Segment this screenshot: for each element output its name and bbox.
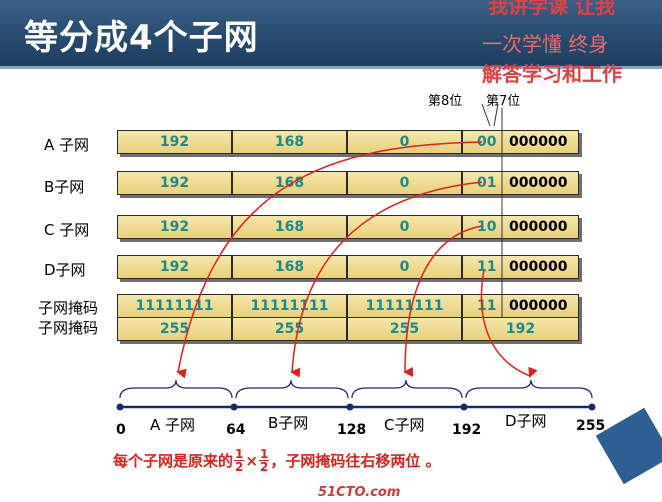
subnet-bits: 01 xyxy=(477,175,497,191)
octet-4: 11 000000 xyxy=(462,255,579,279)
segment-label-d: D子网 xyxy=(505,412,547,430)
subnet-bits: 10 xyxy=(477,219,497,235)
tick-192: 192 xyxy=(452,422,482,438)
tick-128: 128 xyxy=(337,422,367,438)
mask-octet-1: 11111111 xyxy=(117,294,232,318)
mask-octet-4: 11 000000 xyxy=(462,294,579,318)
subnet-row-d: 192 168 0 11 000000 xyxy=(117,255,579,279)
segment-label-a: A 子网 xyxy=(150,416,196,434)
fraction-1: 1 2 xyxy=(234,447,245,474)
mask-binary-label: 子网掩码 xyxy=(38,299,99,317)
bit7-header: 第7位 xyxy=(486,94,521,109)
octet-1: 192 xyxy=(117,215,232,239)
brace-a xyxy=(119,379,233,399)
row-label-d: D子网 xyxy=(44,261,86,279)
overlay-line-3: 解答学习和工作 xyxy=(482,62,622,86)
segment-label-c: C子网 xyxy=(384,416,425,434)
subnet-row-a: 192 168 0 00 000000 xyxy=(117,130,579,154)
mask-dec-octet-2: 255 xyxy=(232,317,347,341)
octet-2: 168 xyxy=(232,255,347,279)
octet-2: 168 xyxy=(232,215,347,239)
host-bits: 000000 xyxy=(509,134,568,150)
note-prefix: 每个子网是原来的 xyxy=(113,452,234,470)
octet-3: 0 xyxy=(347,171,462,195)
tick-0: 0 xyxy=(116,422,126,438)
axis-point-0 xyxy=(116,403,124,411)
explanation-note: 每个子网是原来的 1 2 × 1 2 ，子网掩码往右移两位 。 xyxy=(113,448,441,473)
mask-subnet-bits: 11 xyxy=(477,298,497,314)
octet-1: 192 xyxy=(117,255,232,279)
octet-4: 01 000000 xyxy=(462,171,579,195)
octet-1: 192 xyxy=(117,130,232,154)
segment-label-b: B子网 xyxy=(268,414,309,432)
tick-64: 64 xyxy=(226,422,246,438)
axis-point-64 xyxy=(230,403,238,411)
slide-title: 等分成4个子网 xyxy=(24,18,259,58)
axis-point-192 xyxy=(460,403,468,411)
mask-octet-3: 11111111 xyxy=(347,294,462,318)
note-times: × xyxy=(245,451,258,470)
mask-dec-octet-1: 255 xyxy=(117,317,232,341)
corner-badge xyxy=(595,407,662,485)
octet-3: 0 xyxy=(347,255,462,279)
overlay-line-1: 我讲学课 让我 xyxy=(488,0,615,18)
tick-255: 255 xyxy=(576,418,606,434)
brace-b xyxy=(235,379,349,399)
octet-4: 00 000000 xyxy=(462,130,579,154)
subnet-bits: 00 xyxy=(477,134,497,150)
overlay-line-2: 一次学懂 终身 xyxy=(482,32,609,56)
axis-point-128 xyxy=(346,403,354,411)
mask-decimal-row: 255 255 255 192 xyxy=(117,317,579,341)
octet-3: 0 xyxy=(347,130,462,154)
mask-dec-octet-3: 255 xyxy=(347,317,462,341)
row-label-c: C 子网 xyxy=(44,221,90,239)
octet-4: 10 000000 xyxy=(462,215,579,239)
octet-2: 168 xyxy=(232,130,347,154)
note-suffix: ，子网掩码往右移两位 。 xyxy=(270,452,441,470)
brace-d xyxy=(465,379,593,399)
subnet-row-c: 192 168 0 10 000000 xyxy=(117,215,579,239)
mask-host-bits: 000000 xyxy=(509,298,568,314)
host-bits: 000000 xyxy=(509,219,568,235)
host-bits: 000000 xyxy=(509,259,568,275)
fraction-2: 1 2 xyxy=(258,447,270,474)
host-bits: 000000 xyxy=(509,175,568,191)
bit8-header: 第8位 xyxy=(428,94,463,109)
octet-1: 192 xyxy=(117,171,232,195)
axis-point-255 xyxy=(588,403,596,411)
mask-decimal-label: 子网掩码 xyxy=(38,319,99,337)
row-label-b: B子网 xyxy=(44,178,85,196)
row-label-a: A 子网 xyxy=(44,136,90,154)
subnet-row-b: 192 168 0 01 000000 xyxy=(117,171,579,195)
mask-dec-octet-4: 192 xyxy=(462,317,579,341)
subnet-bits: 11 xyxy=(477,259,497,275)
mask-octet-2: 11111111 xyxy=(232,294,347,318)
brace-c xyxy=(351,379,463,399)
watermark-logo: 51CTO.com xyxy=(318,485,401,500)
title-bar: 等分成4个子网 xyxy=(0,0,662,69)
octet-3: 0 xyxy=(347,215,462,239)
octet-2: 168 xyxy=(232,171,347,195)
mask-binary-row: 11111111 11111111 11111111 11 000000 xyxy=(117,294,579,318)
